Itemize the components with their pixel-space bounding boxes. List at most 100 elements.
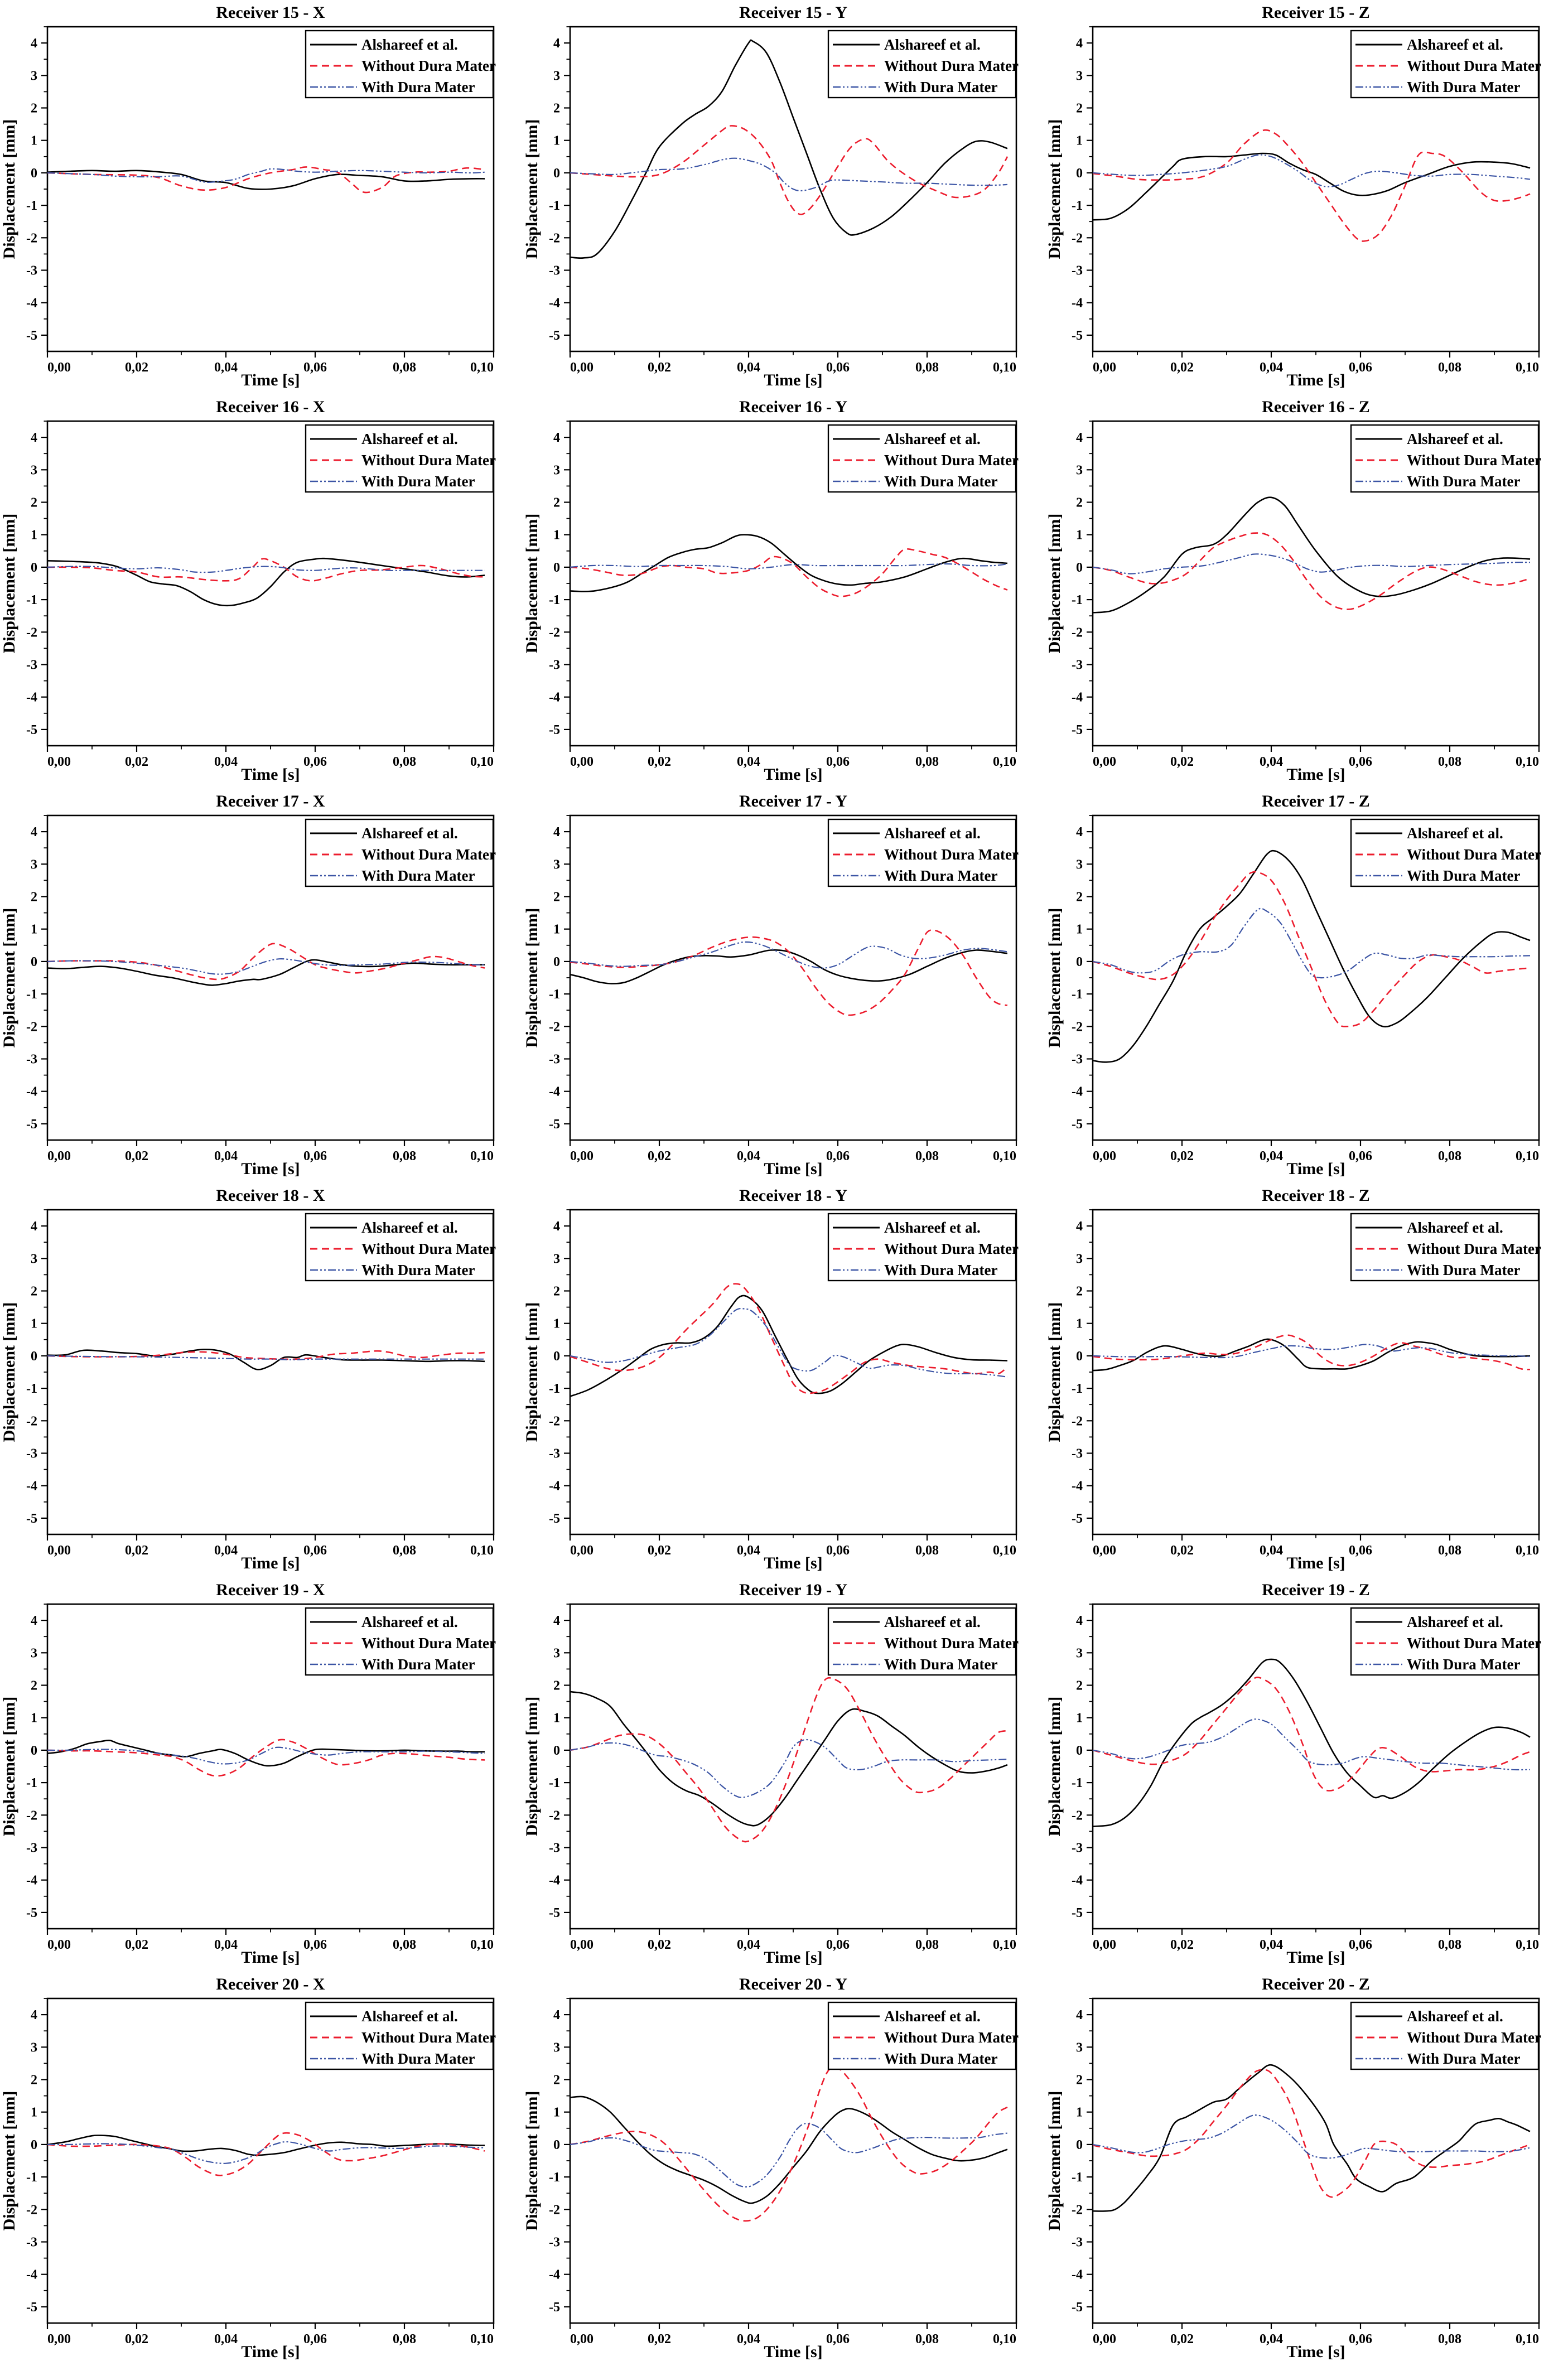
y-tick-label: 3 <box>1076 463 1083 477</box>
y-tick-label: -1 <box>26 199 37 213</box>
legend-label: Alshareef et al. <box>884 1614 981 1630</box>
series-alshareef-et-al <box>47 959 485 986</box>
y-tick-label: 3 <box>31 857 37 872</box>
y-tick-label: -3 <box>26 658 37 673</box>
x-tick-label: 0,10 <box>993 755 1016 769</box>
y-tick-label: -1 <box>1072 1382 1083 1396</box>
x-tick-label: 0,06 <box>1349 2332 1372 2346</box>
chart-title: Receiver 16 - X <box>216 398 325 416</box>
y-tick-label: 4 <box>31 1219 37 1234</box>
series-alshareef-et-al <box>570 1691 1008 1827</box>
legend-box <box>827 1213 1017 1282</box>
x-tick-label: 0,10 <box>470 755 494 769</box>
y-tick-label: 4 <box>1076 36 1083 51</box>
y-tick-label: 0 <box>31 955 37 969</box>
series-without-dura-mater <box>47 2132 485 2176</box>
y-tick-label: 3 <box>1076 1252 1083 1266</box>
x-tick-label: 0,02 <box>1170 755 1194 769</box>
x-tick-label: 0,00 <box>1093 1938 1116 1952</box>
y-tick-label: 3 <box>1076 69 1083 83</box>
chart-canvas-receiver-15-y: Receiver 15 - Y 0,00 0,02 0,04 0,06 0,08 0,10 4… <box>523 3 1019 389</box>
y-tick-label: -2 <box>1072 1808 1083 1823</box>
legend-label: With Dura Mater <box>1407 1656 1520 1673</box>
legend-box <box>1350 2001 1540 2070</box>
chart-title: Receiver 16 - Z <box>1262 398 1370 416</box>
y-tick-label: -3 <box>1072 2235 1083 2250</box>
y-tick-label: -4 <box>1072 1085 1083 1099</box>
y-axis-label: Displacement [mm] <box>523 2091 541 2231</box>
y-tick-label: -4 <box>26 296 37 311</box>
series-without-dura-mater <box>570 929 1008 1016</box>
chart-canvas-receiver-17-z: Receiver 17 - Z 0,00 0,02 0,04 0,06 0,08 0,10 4… <box>1045 792 1541 1178</box>
y-tick-label: 4 <box>1076 2008 1083 2022</box>
x-tick-label: 0,00 <box>47 360 71 375</box>
chart-canvas-receiver-15-z: Receiver 15 - Z 0,00 0,02 0,04 0,06 0,08 0,10 4… <box>1045 3 1541 389</box>
y-tick-label: -1 <box>549 1382 560 1396</box>
legend-label: Alshareef et al. <box>361 1219 458 1236</box>
y-tick-label: -5 <box>549 1906 560 1920</box>
chart-title: Receiver 19 - Y <box>739 1581 847 1599</box>
x-tick-label: 0,08 <box>1438 1543 1461 1558</box>
y-tick-label: -5 <box>549 329 560 343</box>
x-axis-label: Time [s] <box>764 2343 822 2361</box>
chart-receiver-17-z: Receiver 17 - Z 0,00 0,02 0,04 0,06 0,08 0,10 4… <box>1045 789 1568 1183</box>
y-tick-label: 2 <box>553 496 560 510</box>
x-tick-label: 0,10 <box>993 1543 1016 1558</box>
series-alshareef-et-al <box>1092 496 1531 614</box>
legend-label: Without Dura Mater <box>884 846 1019 863</box>
x-tick-label: 0,08 <box>915 360 939 375</box>
chart-title: Receiver 15 - Z <box>1262 3 1370 22</box>
chart-canvas-receiver-19-z: Receiver 19 - Z 0,00 0,02 0,04 0,06 0,08 0,10 4… <box>1045 1581 1541 1967</box>
y-tick-label: -4 <box>549 1874 560 1888</box>
y-tick-label: 1 <box>1076 2106 1083 2120</box>
y-tick-label: -3 <box>1072 264 1083 278</box>
chart-title: Receiver 17 - X <box>216 792 325 810</box>
x-tick-label: 0,04 <box>737 1938 760 1952</box>
legend-label: Alshareef et al. <box>1407 1219 1503 1236</box>
y-tick-label: -4 <box>1072 1479 1083 1494</box>
x-tick-label: 0,04 <box>1260 2332 1283 2346</box>
y-tick-label: 1 <box>31 2106 37 2120</box>
x-tick-label: 0,02 <box>125 1149 148 1163</box>
y-tick-label: 0 <box>553 2138 560 2152</box>
x-tick-label: 0,02 <box>125 1543 148 1558</box>
y-tick-label: 3 <box>31 1646 37 1660</box>
chart-receiver-18-z: Receiver 18 - Z 0,00 0,02 0,04 0,06 0,08 0,10 4… <box>1045 1183 1568 1577</box>
y-tick-label: 2 <box>31 890 37 905</box>
x-tick-label: 0,10 <box>1516 360 1539 375</box>
y-tick-label: 2 <box>31 102 37 116</box>
series-with-dura-mater <box>570 157 1008 192</box>
x-tick-label: 0,04 <box>214 1149 238 1163</box>
y-tick-label: -3 <box>549 1841 560 1856</box>
y-tick-label: -1 <box>1072 593 1083 607</box>
y-tick-label: 2 <box>1076 890 1083 905</box>
chart-title: Receiver 18 - Z <box>1262 1186 1370 1205</box>
chart-canvas-receiver-20-y: Receiver 20 - Y 0,00 0,02 0,04 0,06 0,08 0,10 4… <box>523 1975 1019 2361</box>
x-tick-label: 0,08 <box>915 1543 939 1558</box>
y-tick-label: 1 <box>31 1317 37 1331</box>
y-tick-label: -5 <box>549 1512 560 1526</box>
legend-label: Without Dura Mater <box>884 1635 1019 1652</box>
x-tick-label: 0,08 <box>393 2332 416 2346</box>
y-tick-label: 4 <box>553 2008 560 2022</box>
legend-label: With Dura Mater <box>361 1656 475 1673</box>
chart-receiver-15-z: Receiver 15 - Z 0,00 0,02 0,04 0,06 0,08 0,10 4… <box>1045 0 1568 394</box>
series-without-dura-mater <box>1092 532 1531 610</box>
chart-title: Receiver 19 - X <box>216 1581 325 1599</box>
x-tick-label: 0,10 <box>1516 2332 1539 2346</box>
y-tick-label: 0 <box>553 166 560 181</box>
legend-label: Alshareef et al. <box>1407 1614 1503 1630</box>
chart-canvas-receiver-20-z: Receiver 20 - Z 0,00 0,02 0,04 0,06 0,08 0,10 4… <box>1045 1975 1541 2361</box>
chart-title: Receiver 17 - Y <box>739 792 847 810</box>
y-tick-label: -2 <box>1072 1414 1083 1428</box>
series-alshareef-et-al <box>1092 1658 1531 1827</box>
legend-label: Alshareef et al. <box>1407 825 1503 842</box>
legend-label: Alshareef et al. <box>361 36 458 53</box>
x-axis-label: Time [s] <box>241 2343 300 2361</box>
legend-label: With Dura Mater <box>884 1656 997 1673</box>
y-tick-label: 2 <box>1076 2073 1083 2088</box>
x-tick-label: 0,00 <box>570 1149 594 1163</box>
series-without-dura-mater <box>570 125 1009 215</box>
y-tick-label: -5 <box>26 2300 37 2315</box>
x-tick-label: 0,04 <box>214 755 238 769</box>
